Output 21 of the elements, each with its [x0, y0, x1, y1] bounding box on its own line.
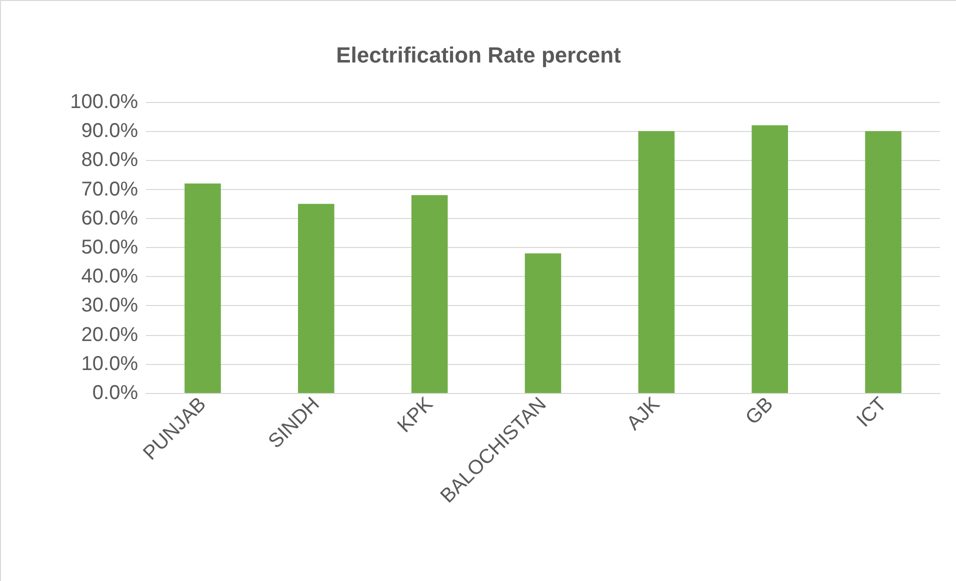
y-tick-label: 50.0% [81, 236, 138, 258]
bar [411, 195, 448, 393]
y-tick-label: 60.0% [81, 207, 138, 230]
bar [638, 131, 675, 393]
y-tick-label: 30.0% [81, 294, 138, 317]
x-tick-label: GB [742, 393, 778, 430]
y-tick-label: 20.0% [81, 324, 138, 346]
x-tick-label: ICT [852, 393, 892, 432]
bar [184, 183, 221, 393]
bar [865, 131, 902, 393]
y-tick-label: 90.0% [81, 120, 138, 142]
y-tick-label: 0.0% [92, 382, 138, 404]
bar [298, 204, 334, 393]
bar [524, 253, 562, 393]
y-tick-label: 10.0% [81, 352, 138, 375]
chart-title: Electrification Rate percent [336, 42, 622, 68]
y-tick-label: 80.0% [81, 149, 138, 172]
y-tick-label: 70.0% [81, 178, 138, 200]
bar [752, 125, 788, 393]
y-tick-label: 40.0% [81, 266, 138, 288]
y-tick-label: 100.0% [70, 91, 138, 113]
